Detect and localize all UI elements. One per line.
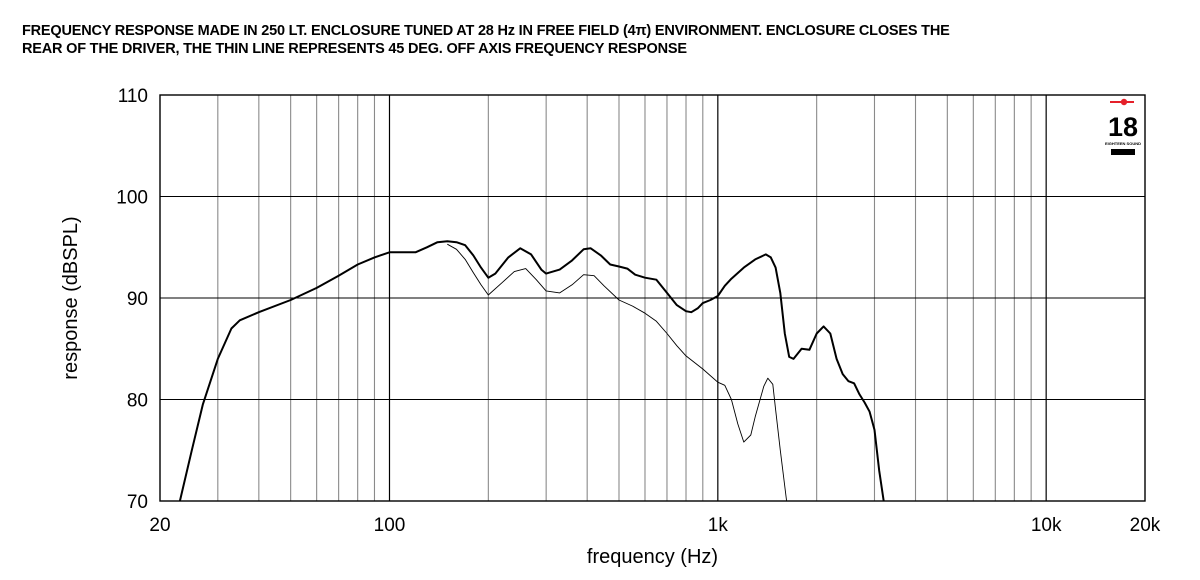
chart-title-line-1: FREQUENCY RESPONSE MADE IN 250 LT. ENCLO…: [22, 23, 950, 39]
logo-text: 18: [1108, 112, 1138, 142]
chart-title-line-2: REAR OF THE DRIVER, THE THIN LINE REPRES…: [22, 41, 687, 57]
x-tick-label: 100: [374, 515, 406, 536]
logo-red-dot: [1120, 98, 1128, 106]
x-tick-labels: 20 100 1k 10k 20k: [149, 515, 1160, 536]
y-axis-label: response (dBSPL): [60, 216, 82, 379]
chart-title: FREQUENCY RESPONSE MADE IN 250 LT. ENCLO…: [22, 22, 1182, 58]
y-tick-label: 110: [118, 86, 148, 107]
y-tick-label: 100: [116, 188, 148, 209]
logo-block: [1111, 149, 1135, 155]
series-curves: [178, 240, 885, 502]
grid-lines: [160, 95, 1145, 501]
x-axis-label: frequency (Hz): [587, 546, 718, 568]
x-tick-label: 10k: [1031, 515, 1062, 536]
brand-logo: 18 EIGHTEEN SOUND: [1105, 98, 1141, 155]
x-tick-label: 1k: [708, 515, 729, 536]
on-axis-response-line: [178, 240, 885, 502]
logo-subtext: EIGHTEEN SOUND: [1105, 141, 1141, 146]
y-tick-label: 90: [127, 289, 148, 310]
plot-frame: [159, 94, 1146, 502]
x-tick-label: 20: [149, 515, 170, 536]
off-axis-response-line: [447, 243, 788, 502]
x-tick-label: 20k: [1130, 515, 1161, 536]
y-tick-label: 80: [127, 391, 148, 412]
y-tick-labels: 70 80 90 100 110: [116, 86, 148, 513]
y-tick-label: 70: [127, 492, 148, 513]
